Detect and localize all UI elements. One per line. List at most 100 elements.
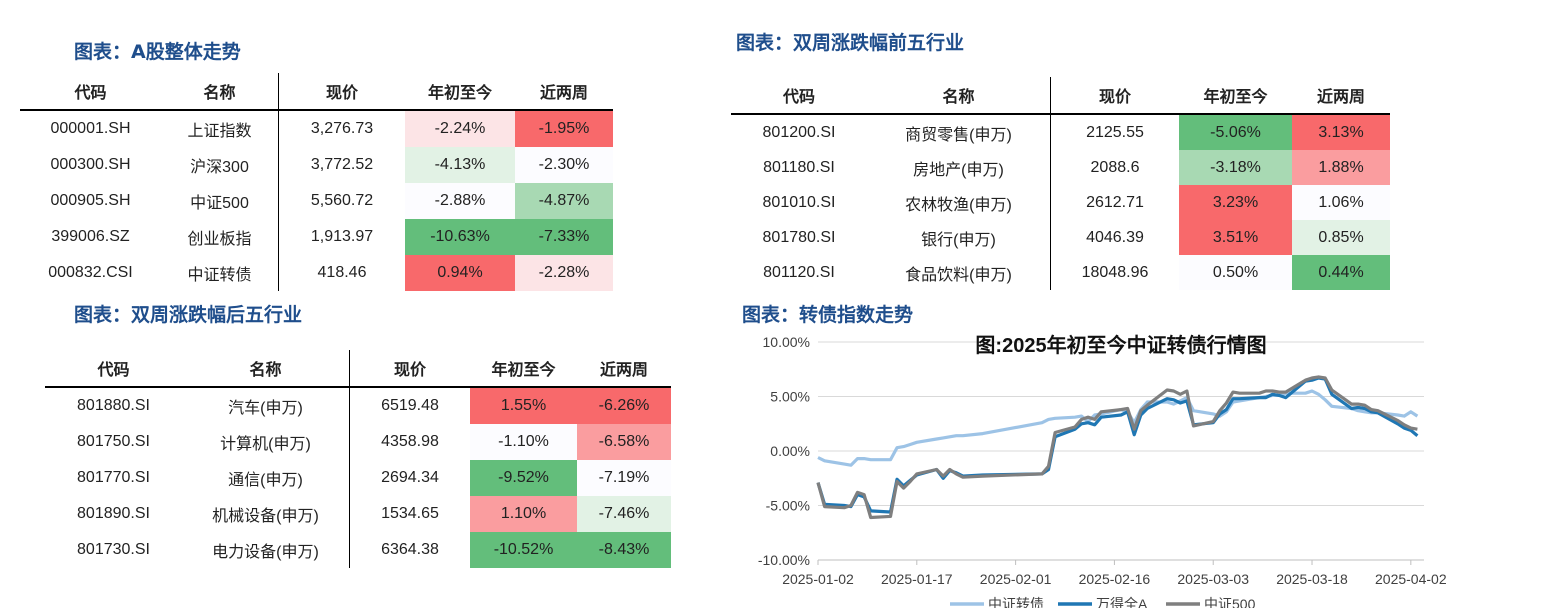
cell-ytd: 0.50%	[1179, 255, 1292, 290]
cell-name: 上证指数	[187, 123, 252, 140]
header-ytd: 年初至今	[470, 350, 577, 388]
cell-code: 000832.CSI	[48, 264, 133, 281]
cell-price: 18048.96	[1050, 255, 1179, 290]
table-row: 801200.SI 商贸零售(申万) 2125.55 -5.06% 3.13%	[731, 114, 1390, 150]
cell-ytd: 0.94%	[405, 255, 515, 291]
table-row: 801750.SI 计算机(申万) 4358.98 -1.10% -6.58%	[45, 424, 671, 460]
header-name: 名称	[161, 73, 279, 111]
table-header-row: 代码 名称 现价 年初至今 近两周	[731, 77, 1390, 115]
cell-code: 399006.SZ	[51, 228, 130, 245]
cell-price: 2612.71	[1050, 185, 1179, 220]
y-tick-label: -10.00%	[758, 552, 810, 568]
table-row: 801770.SI 通信(申万) 2694.34 -9.52% -7.19%	[45, 460, 671, 496]
cell-code: 801120.SI	[763, 263, 835, 281]
cell-ytd: -2.88%	[405, 183, 515, 219]
cell-w2: 1.06%	[1292, 185, 1390, 220]
cell-name: 中证500	[190, 195, 249, 212]
y-tick-label: 0.00%	[770, 443, 810, 459]
cell-w2: -7.46%	[577, 496, 671, 532]
cell-code: 801890.SI	[77, 505, 150, 522]
chart-title: 图:2025年初至今中证转债行情图	[975, 333, 1266, 357]
header-w2: 近两周	[515, 73, 613, 111]
table-row: 801890.SI 机械设备(申万) 1534.65 1.10% -7.46%	[45, 496, 671, 532]
cell-w2: -7.19%	[577, 460, 671, 496]
cell-ytd: 3.51%	[1179, 220, 1292, 255]
table-row: 000001.SH 上证指数 3,276.73 -2.24% -1.95%	[20, 110, 613, 147]
x-tick-label: 2025-02-01	[980, 571, 1052, 587]
cell-price: 3,772.52	[278, 147, 405, 183]
x-tick-label: 2025-03-18	[1276, 571, 1348, 587]
cell-ytd: 1.10%	[470, 496, 577, 532]
table-row: 000300.SH 沪深300 3,772.52 -4.13% -2.30%	[20, 147, 613, 183]
cell-price: 2125.55	[1050, 114, 1179, 150]
cell-price: 4358.98	[349, 424, 470, 460]
header-code: 代码	[731, 77, 867, 115]
table-row: 801180.SI 房地产(申万) 2088.6 -3.18% 1.88%	[731, 150, 1390, 185]
cell-code: 000905.SH	[50, 192, 131, 209]
cell-price: 5,560.72	[278, 183, 405, 219]
y-tick-label: -5.00%	[766, 498, 810, 514]
cell-ytd: 3.23%	[1179, 185, 1292, 220]
legend-label: 中证500	[1204, 596, 1256, 608]
x-tick-label: 2025-03-03	[1177, 571, 1249, 587]
cell-name: 电力设备(申万)	[212, 544, 319, 561]
cell-name: 食品饮料(申万)	[905, 266, 1012, 284]
series-line-0	[817, 389, 1419, 467]
cell-code: 000001.SH	[50, 120, 131, 137]
cell-name: 创业板指	[187, 231, 252, 248]
cell-name: 银行(申万)	[921, 231, 996, 249]
legend-label: 万得全A	[1096, 596, 1148, 608]
header-ytd: 年初至今	[405, 73, 515, 111]
y-tick-label: 10.00%	[763, 334, 810, 350]
table-row: 801010.SI 农林牧渔(申万) 2612.71 3.23% 1.06%	[731, 185, 1390, 220]
cell-code: 801770.SI	[77, 469, 150, 486]
cell-ytd: -4.13%	[405, 147, 515, 183]
cell-ytd: -9.52%	[470, 460, 577, 496]
cell-ytd: -10.63%	[405, 219, 515, 255]
cell-code: 801180.SI	[763, 158, 835, 176]
a-share-title: 图表：A股整体走势	[74, 41, 241, 63]
cell-code: 000300.SH	[50, 156, 131, 173]
table-row: 801880.SI 汽车(申万) 6519.48 1.55% -6.26%	[45, 387, 671, 424]
table-row: 801730.SI 电力设备(申万) 6364.38 -10.52% -8.43%	[45, 532, 671, 568]
table-row: 399006.SZ 创业板指 1,913.97 -10.63% -7.33%	[20, 219, 613, 255]
table-header-row: 代码 名称 现价 年初至今 近两周	[45, 350, 671, 388]
header-w2: 近两周	[577, 350, 671, 388]
cell-w2: 3.13%	[1292, 114, 1390, 150]
cell-ytd: -5.06%	[1179, 114, 1292, 150]
cell-w2: -2.30%	[515, 147, 613, 183]
cell-code: 801010.SI	[762, 193, 836, 211]
cell-price: 418.46	[278, 255, 405, 291]
x-tick-label: 2025-02-16	[1079, 571, 1151, 587]
cell-name: 商贸零售(申万)	[905, 126, 1012, 144]
x-tick-label: 2025-04-02	[1375, 571, 1447, 587]
y-tick-label: 5.00%	[770, 389, 810, 405]
header-price: 现价	[349, 350, 470, 388]
cb-trend-title: 图表：转债指数走势	[742, 304, 914, 326]
cell-w2: -8.43%	[577, 532, 671, 568]
cell-w2: -6.26%	[577, 387, 671, 424]
cell-code: 801780.SI	[762, 228, 836, 246]
cell-w2: 0.85%	[1292, 220, 1390, 255]
cell-ytd: -3.18%	[1179, 150, 1292, 185]
header-code: 代码	[45, 350, 182, 388]
legend-label: 中证转债	[988, 596, 1044, 608]
header-ytd: 年初至今	[1179, 77, 1292, 115]
cell-name: 计算机(申万)	[220, 436, 311, 453]
cell-w2: -4.87%	[515, 183, 613, 219]
cell-ytd: 1.55%	[470, 387, 577, 424]
cell-code: 801880.SI	[77, 397, 150, 414]
cell-ytd: -10.52%	[470, 532, 577, 568]
table-row: 000905.SH 中证500 5,560.72 -2.88% -4.87%	[20, 183, 613, 219]
cell-code: 801730.SI	[77, 541, 150, 558]
top5-title: 图表：双周涨跌幅前五行业	[736, 32, 965, 54]
series-line-2	[816, 375, 1418, 520]
top5-table: 代码 名称 现价 年初至今 近两周 801200.SI 商贸零售(申万) 2125.55 -5.…	[731, 77, 1390, 290]
cell-w2: -2.28%	[515, 255, 613, 291]
table-header-row: 代码 名称 现价 年初至今 近两周	[20, 73, 613, 111]
cell-name: 房地产(申万)	[913, 161, 1004, 179]
cell-name: 汽车(申万)	[228, 400, 303, 417]
bottom5-title: 图表：双周涨跌幅后五行业	[74, 304, 303, 326]
table-row: 000832.CSI 中证转债 418.46 0.94% -2.28%	[20, 255, 613, 291]
cell-price: 1,913.97	[278, 219, 405, 255]
